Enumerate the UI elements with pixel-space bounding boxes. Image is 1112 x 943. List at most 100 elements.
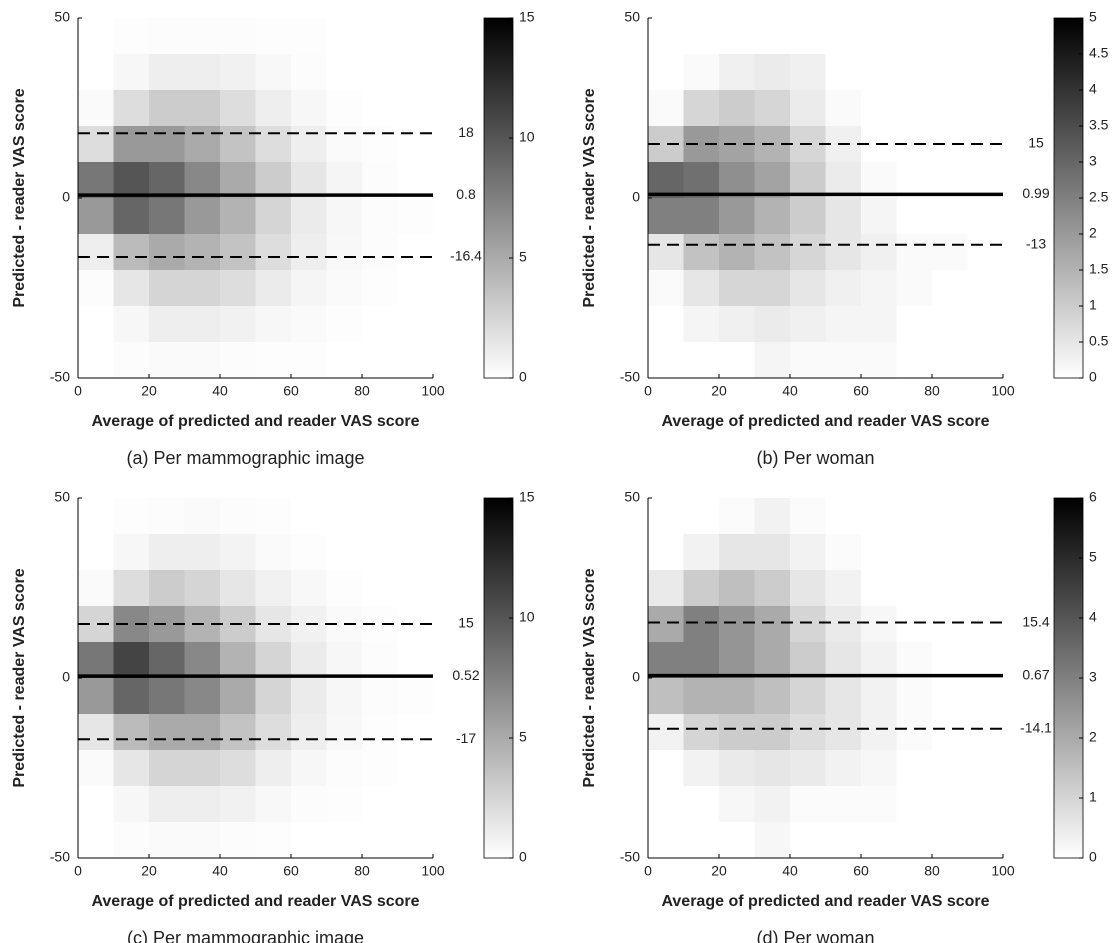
density-cell [861,750,897,786]
density-cell [397,198,433,234]
density-cell [719,342,755,378]
density-cell [967,234,1003,270]
density-cell [113,18,149,54]
density-cell [397,570,433,606]
density-cell [648,786,684,822]
density-cell [362,342,398,378]
density-cell [648,714,684,750]
colorbar-tick-label: 0 [1089,849,1097,865]
density-cell [719,306,755,342]
density-cell [719,270,755,306]
density-cell [291,306,327,342]
caption: (d) Per woman [756,928,874,943]
density-cell [220,54,256,90]
density-cell [362,126,398,162]
density-cell [754,714,790,750]
density-cell [291,162,327,198]
density-cell [825,18,861,54]
density-cell [683,534,719,570]
density-cell [220,786,256,822]
density-cell [113,126,149,162]
colorbar-tick-label: 4 [1089,609,1097,625]
density-cell [683,678,719,714]
density-cell [78,90,114,126]
density-cell [896,714,932,750]
colorbar-tick-label: 0 [1089,369,1097,385]
density-cell [896,90,932,126]
density-cell [220,126,256,162]
x-tick-label: 20 [711,383,727,399]
density-cell [220,534,256,570]
x-tick-label: 100 [991,383,1015,399]
colorbar-tick-label: 4.5 [1089,45,1109,61]
density-cell [825,750,861,786]
density-cell [932,642,968,678]
colorbar-tick-label: 3.5 [1089,117,1109,133]
density-cell [113,786,149,822]
density-cell [397,534,433,570]
y-tick-label: 50 [624,9,640,25]
density-cell [825,642,861,678]
colorbar-tick-label: 2 [1089,729,1097,745]
density-cell [291,342,327,378]
density-cell [78,786,114,822]
density-cell [149,750,185,786]
density-cell [932,270,968,306]
colorbar-tick-label: 15 [519,9,535,25]
density-cell [255,306,291,342]
x-tick-label: 60 [853,863,869,879]
density-cell [648,54,684,90]
density-cell [790,678,826,714]
colorbar-tick-label: 3 [1089,153,1097,169]
density-cell [220,642,256,678]
reference-label: -16.4 [450,248,482,264]
density-cell [113,642,149,678]
density-cell [754,342,790,378]
density-cell [397,822,433,858]
density-cell [220,498,256,534]
density-cell [291,570,327,606]
density-cell [754,306,790,342]
density-cell [932,498,968,534]
y-axis-label: Predicted - reader VAS score [581,568,598,787]
density-cell [683,642,719,678]
density-cell [648,18,684,54]
y-tick-label: 0 [632,669,640,685]
y-tick-label: 0 [62,669,70,685]
x-axis-label: Average of predicted and reader VAS scor… [91,893,419,910]
colorbar-tick-label: 0 [519,369,527,385]
density-cell [220,822,256,858]
density-cell [149,234,185,270]
density-cell [932,606,968,642]
density-cell [967,786,1003,822]
density-cell [78,342,114,378]
y-axis-label: Predicted - reader VAS score [11,88,28,307]
y-axis-label: Predicted - reader VAS score [11,568,28,787]
density-cell [861,270,897,306]
density-cell [149,90,185,126]
density-cell [326,90,362,126]
density-cell [896,750,932,786]
density-cell [362,570,398,606]
density-cell [113,90,149,126]
colorbar-tick-label: 2 [1089,225,1097,241]
density-cell [683,714,719,750]
density-cell [648,90,684,126]
density-cell [255,126,291,162]
density-cell [326,498,362,534]
density-cell [326,822,362,858]
density-cell [255,198,291,234]
density-cell [896,198,932,234]
x-tick-label: 100 [991,863,1015,879]
density-cell [184,498,220,534]
density-cell [932,162,968,198]
density-cell [790,606,826,642]
density-cell [648,198,684,234]
density-cell [397,678,433,714]
density-cell [861,54,897,90]
colorbar-tick-label: 0.5 [1089,333,1109,349]
density-cell [78,126,114,162]
density-cell [790,342,826,378]
density-cell [397,54,433,90]
x-axis-label: Average of predicted and reader VAS scor… [661,413,989,430]
